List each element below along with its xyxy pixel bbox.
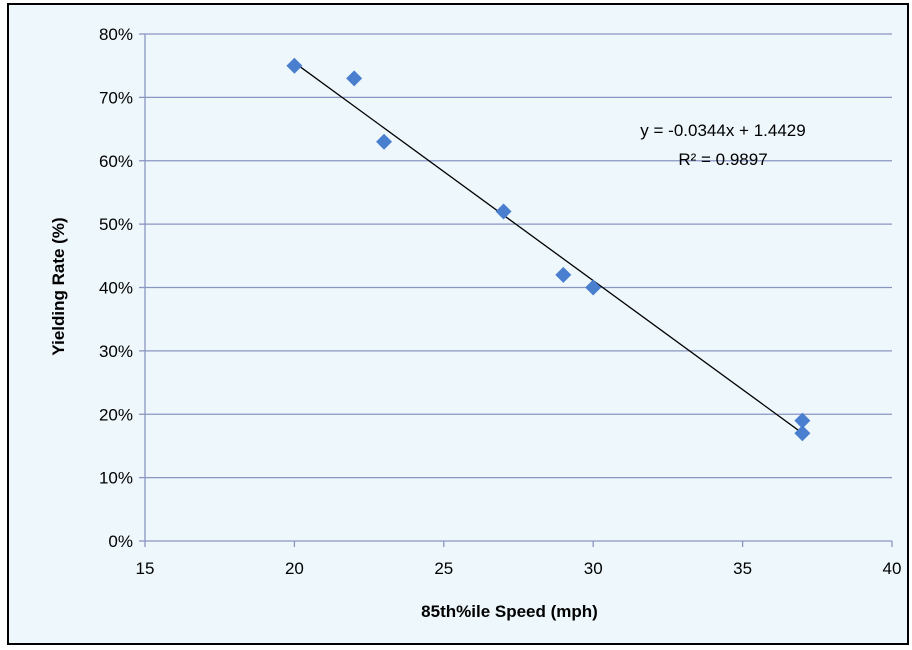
linear-trendline bbox=[294, 62, 803, 434]
data-point bbox=[346, 70, 363, 87]
axes bbox=[139, 33, 893, 547]
data-point bbox=[794, 425, 811, 442]
trendline-group bbox=[294, 62, 803, 434]
x-tick-label: 20 bbox=[285, 559, 304, 578]
x-tick-label: 40 bbox=[883, 559, 902, 578]
y-tick-label: 60% bbox=[99, 152, 133, 171]
y-tick-label: 20% bbox=[99, 405, 133, 424]
y-tick-label: 70% bbox=[99, 88, 133, 107]
data-point bbox=[794, 412, 811, 429]
y-tick-label: 40% bbox=[99, 279, 133, 298]
x-tick-label: 30 bbox=[584, 559, 603, 578]
chart-frame: 15 20 25 30 35 40 0% 10% 20% 30% 40% 50% 60% 70% 80% … bbox=[7, 3, 909, 645]
trendline-equation: y = -0.0344x + 1.4429 bbox=[640, 121, 805, 140]
data-points bbox=[286, 57, 811, 442]
y-tick-label: 80% bbox=[99, 25, 133, 44]
x-axis-title: 85th%ile Speed (mph) bbox=[421, 602, 598, 621]
scatter-chart: 15 20 25 30 35 40 0%10%20%30%40%50%60%70%80% … bbox=[49, 25, 902, 621]
trendline-r-squared: R² = 0.9897 bbox=[678, 150, 767, 169]
y-tick-label: 30% bbox=[99, 342, 133, 361]
data-point bbox=[495, 203, 512, 220]
x-tick-labels: 15 20 25 30 35 40 bbox=[136, 559, 902, 578]
x-tick-label: 15 bbox=[136, 559, 155, 578]
y-tick-labels: 0% 10% 20% 30% 40% 50% 60% 70% 80% bbox=[99, 25, 133, 551]
data-point bbox=[286, 57, 303, 74]
y-axis-title: Yielding Rate (%) bbox=[49, 217, 68, 355]
data-point bbox=[555, 266, 572, 283]
y-tick-label: 0% bbox=[108, 532, 133, 551]
x-tick-label: 25 bbox=[434, 559, 453, 578]
y-tick-label: 10% bbox=[99, 469, 133, 488]
data-point bbox=[376, 133, 393, 150]
gridlines bbox=[145, 33, 892, 479]
y-tick-label: 50% bbox=[99, 215, 133, 234]
x-tick-label: 35 bbox=[733, 559, 752, 578]
data-point bbox=[585, 279, 602, 296]
